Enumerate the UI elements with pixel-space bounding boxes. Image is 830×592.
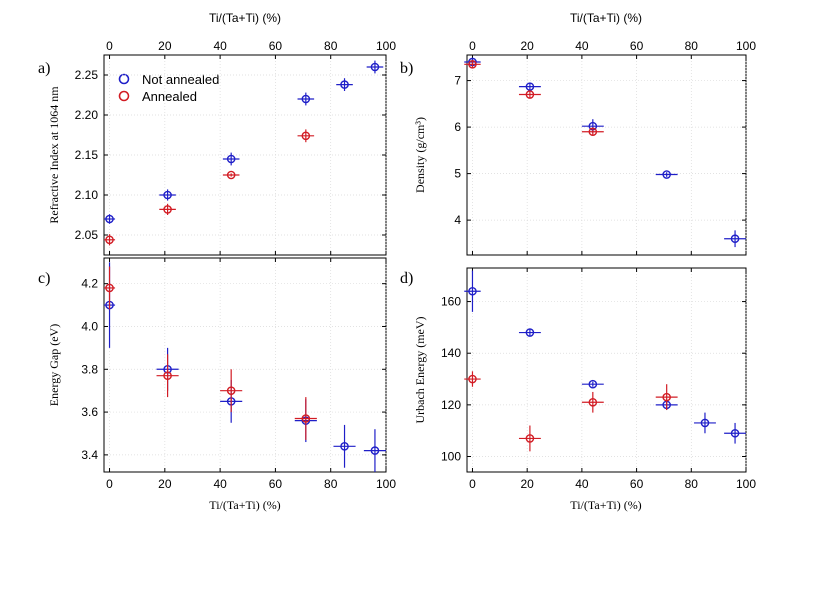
panel-c-ytick-label-3.8: 3.8 (81, 362, 98, 376)
panel-d-not-annealed-point-2 (588, 379, 598, 389)
panel-b-annealed-point-2 (588, 127, 598, 137)
panel-b-not-annealed-point-3 (662, 170, 671, 179)
panel-c-xtick-label-100: 100 (376, 477, 396, 491)
panel-c-ytick-label-4.0: 4.0 (81, 319, 98, 333)
panel-a-not-annealed-point-2 (226, 154, 236, 164)
legend-label-annealed: Annealed (142, 89, 197, 104)
panel-b-top-xtick-label-40: 40 (575, 39, 589, 53)
panel-c-ytick-label-3.4: 3.4 (81, 448, 98, 462)
panel-c: c) Energy Gap (eV) Ti/(Ta+Ti) (%) (38, 257, 387, 512)
panel-c-frame (103, 257, 387, 473)
panel-a-top-xtick-label-60: 60 (269, 39, 283, 53)
panel-b-annealed-point-0 (468, 60, 477, 69)
panel-b-top-xtick-label-0: 0 (469, 39, 476, 53)
panel-b-top-xtick-label-100: 100 (736, 39, 756, 53)
panel-c-ytick-label-4.2: 4.2 (81, 277, 98, 291)
panel-b-ytick-label-7: 7 (454, 74, 461, 88)
panel-a-legend: Not annealed Annealed (118, 72, 219, 104)
panel-a-top-xtick-label-20: 20 (158, 39, 172, 53)
panel-b-ylabel: Density (g/cm³) (413, 117, 427, 193)
panel-d-ytick-label-160: 160 (441, 295, 461, 309)
panel-b-top-xlabel: Ti/(Ta+Ti) (%) (570, 11, 642, 25)
panel-a-ytick-label-2.20: 2.20 (75, 108, 99, 122)
panel-c-xtick-label-80: 80 (324, 477, 338, 491)
panel-c-not-annealed-point-5 (370, 446, 380, 455)
panel-d-ytick-label-100: 100 (441, 450, 461, 464)
panel-c-annealed-point-2 (226, 386, 236, 395)
panel-b-frame (466, 54, 747, 256)
panel-d: d) Urbach Energy (meV) Ti/(Ta+Ti) (%) (400, 267, 747, 512)
panel-a-ytick-label-2.10: 2.10 (75, 188, 99, 202)
panel-a-top-xtick-label-0: 0 (106, 39, 113, 53)
legend-marker-not-annealed (118, 73, 130, 85)
panel-d-xtick-label-40: 40 (575, 477, 589, 491)
panel-d-ytick-label-120: 120 (441, 398, 461, 412)
panel-d-not-annealed-point-0 (468, 286, 477, 296)
panel-d-label: d) (400, 270, 413, 287)
panel-d-xtick-label-80: 80 (685, 477, 699, 491)
panel-a-annealed-point-0 (105, 235, 114, 245)
panel-a-not-annealed-point-1 (163, 190, 172, 200)
panel-a-top-xtick-label-40: 40 (213, 39, 227, 53)
panel-d-ylabel: Urbach Energy (meV) (413, 316, 427, 423)
panel-d-xtick-label-100: 100 (736, 477, 756, 491)
panel-d-xtick-label-60: 60 (630, 477, 644, 491)
panel-b-ytick-label-4: 4 (454, 213, 461, 227)
panel-d-xtick-label-20: 20 (520, 477, 534, 491)
panel-d-annealed-point-1 (525, 434, 535, 443)
panel-d-bottom-xlabel: Ti/(Ta+Ti) (%) (570, 498, 641, 512)
legend-label-not-annealed: Not annealed (142, 72, 219, 87)
panel-c-xtick-label-60: 60 (269, 477, 283, 491)
panel-a-annealed-point-1 (163, 205, 172, 214)
panel-c-xtick-label-0: 0 (106, 477, 113, 491)
panel-c-xtick-label-20: 20 (158, 477, 172, 491)
panel-a-not-annealed-point-0 (105, 214, 114, 224)
panel-d-frame (466, 267, 747, 473)
panel-c-annealed-point-1 (163, 371, 172, 381)
panel-b-label: b) (400, 60, 413, 77)
panel-b-top-xtick-label-20: 20 (520, 39, 534, 53)
panel-a-top-xtick-label-100: 100 (376, 39, 396, 53)
panel-c-not-annealed-point-4 (340, 442, 349, 451)
panel-b-ytick-label-6: 6 (454, 120, 461, 134)
panel-c-annealed-point-3 (301, 414, 311, 423)
panel-c-ytick-label-3.6: 3.6 (81, 405, 98, 419)
panel-a-ytick-label-2.25: 2.25 (75, 68, 99, 82)
panel-d-annealed-point-3 (662, 392, 671, 402)
panel-a: a) Refractive Index at 1064 nm Ti/(Ta+Ti… (38, 11, 387, 256)
panel-a-label: a) (38, 60, 50, 77)
panel-a-not-annealed-point-3 (301, 94, 311, 104)
panel-b-not-annealed-point-4 (730, 234, 740, 244)
panel-d-not-annealed-point-1 (525, 328, 535, 337)
panel-a-top-xlabel: Ti/(Ta+Ti) (%) (209, 11, 281, 25)
panel-d-xtick-label-0: 0 (469, 477, 476, 491)
panel-a-ytick-label-2.15: 2.15 (75, 148, 99, 162)
panel-a-annealed-point-2 (226, 170, 236, 180)
panel-d-not-annealed-point-5 (730, 428, 740, 438)
panel-a-ylabel: Refractive Index at 1064 nm (47, 86, 61, 224)
panel-a-not-annealed-point-4 (340, 80, 349, 89)
panel-a-top-xtick-label-80: 80 (324, 39, 338, 53)
panel-c-label: c) (38, 270, 50, 287)
panel-c-xtick-label-40: 40 (213, 477, 227, 491)
panel-b-annealed-point-1 (525, 90, 535, 99)
panel-b-not-annealed-point-1 (525, 82, 535, 91)
legend-marker-annealed (118, 90, 130, 102)
panel-d-not-annealed-point-4 (700, 418, 710, 428)
panel-d-ytick-label-140: 140 (441, 346, 461, 360)
panel-c-bottom-xlabel: Ti/(Ta+Ti) (%) (209, 498, 280, 512)
panel-c-ylabel: Energy Gap (eV) (47, 324, 61, 406)
panel-c-annealed-point-0 (105, 283, 114, 293)
panel-b-ytick-label-5: 5 (454, 167, 461, 181)
panel-d-annealed-point-0 (468, 374, 477, 384)
panel-a-not-annealed-point-5 (370, 62, 380, 72)
panel-d-annealed-point-2 (588, 397, 598, 407)
panel-b-top-xtick-label-60: 60 (630, 39, 644, 53)
panel-b-top-xtick-label-80: 80 (685, 39, 699, 53)
panel-a-ytick-label-2.05: 2.05 (75, 228, 99, 242)
panel-a-annealed-point-3 (301, 131, 311, 141)
